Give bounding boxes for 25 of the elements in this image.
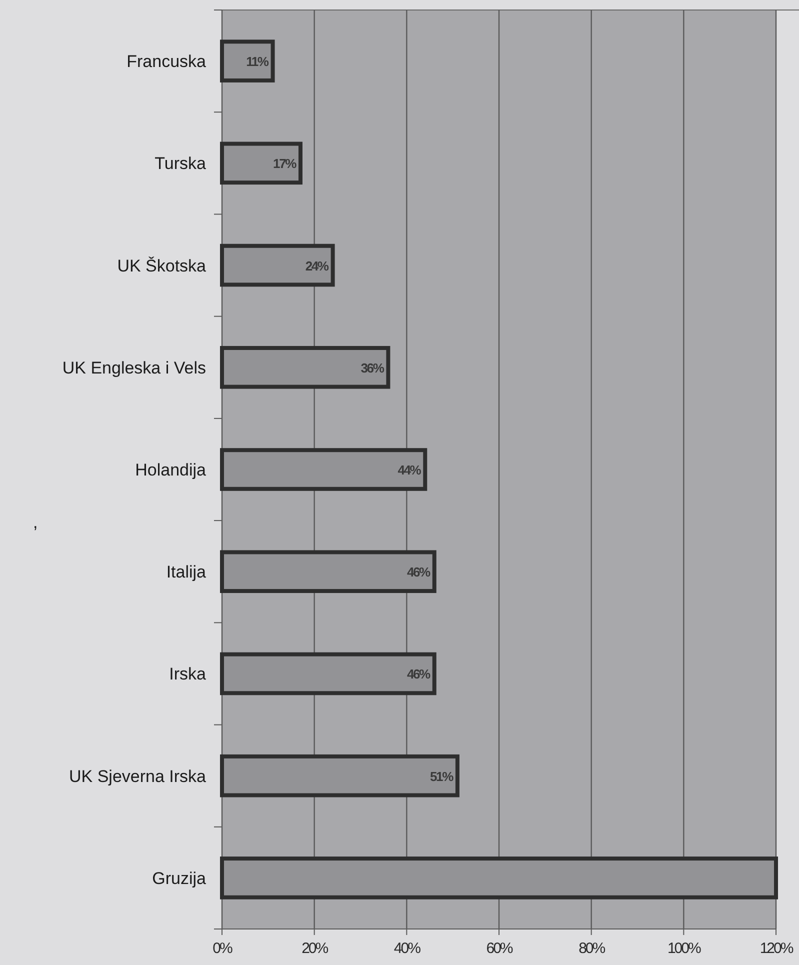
text: , xyxy=(33,513,38,532)
data-label: 51% xyxy=(430,768,454,784)
y-tick-label: Holandija xyxy=(135,460,207,480)
y-tick-label: Italija xyxy=(166,562,207,582)
x-tick-label: 60% xyxy=(486,940,513,957)
y-tick-label: Francuska xyxy=(126,52,207,72)
data-label: 11% xyxy=(246,54,270,70)
y-tick-label: UK Sjeverna Irska xyxy=(69,766,207,786)
data-label: 24% xyxy=(305,258,330,274)
data-label: 17% xyxy=(273,156,298,172)
x-tick-label: 100% xyxy=(667,940,702,957)
data-label: 44% xyxy=(398,462,422,478)
y-tick-label: Gruzija xyxy=(152,868,207,888)
x-tick-label: 80% xyxy=(578,940,606,957)
x-tick-label: 0% xyxy=(212,940,232,957)
x-tick-label: 40% xyxy=(394,940,421,957)
y-tick-label: Turska xyxy=(154,154,207,174)
data-label: 36% xyxy=(360,360,385,376)
y-tick-label: Irska xyxy=(169,664,207,684)
x-tick-label: 120% xyxy=(760,940,794,957)
x-tick-label: 20% xyxy=(302,940,328,957)
y-tick-label: UK Škotska xyxy=(117,256,207,276)
y-tick-label: UK Engleska i Vels xyxy=(62,358,206,378)
data-label: 46% xyxy=(406,564,432,580)
data-label: 46% xyxy=(406,666,432,682)
